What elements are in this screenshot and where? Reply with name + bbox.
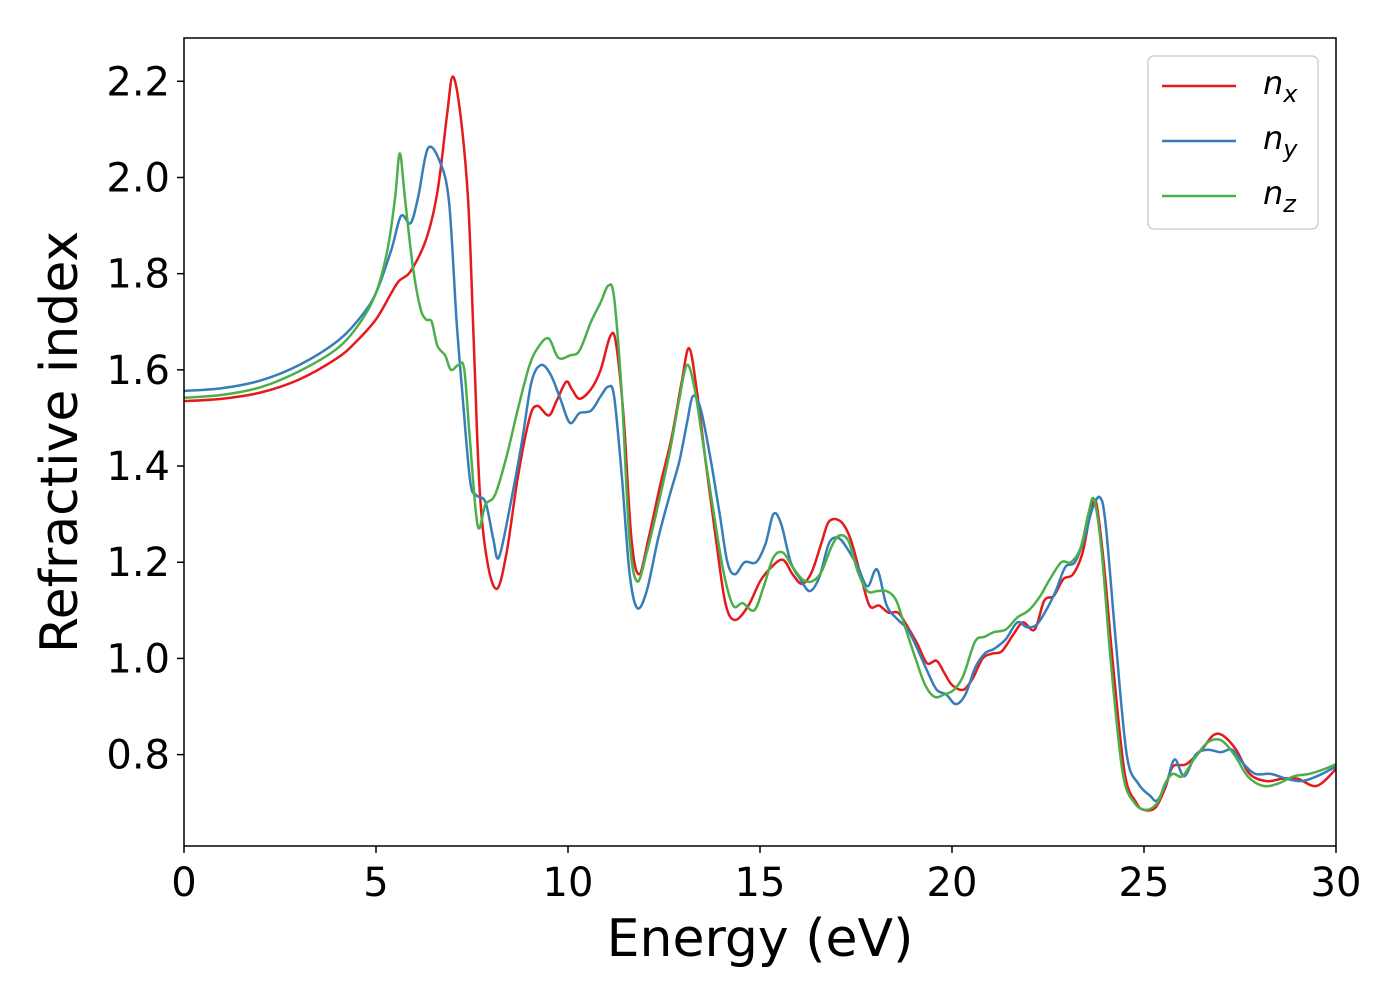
y-tick-label: 1.2 xyxy=(106,540,170,586)
series-line-ny xyxy=(183,145,1337,803)
x-axis-ticks: 0 5 10 15 20 25 30 xyxy=(171,846,1361,906)
series-line-nx xyxy=(183,75,1337,812)
x-axis-label: Energy (eV) xyxy=(607,909,914,969)
y-axis-label: Refractive index xyxy=(30,231,90,653)
x-tick-label: 15 xyxy=(735,860,786,906)
y-tick-label: 2.0 xyxy=(106,155,170,201)
y-tick-label: 1.4 xyxy=(106,444,170,490)
y-tick-label: 2.2 xyxy=(106,59,170,105)
plot-background xyxy=(184,38,1336,846)
legend-label-nz: nz xyxy=(1263,174,1297,218)
x-tick-label: 0 xyxy=(171,860,196,906)
x-tick-label: 20 xyxy=(927,860,978,906)
legend-label-nx: nx xyxy=(1263,64,1298,108)
legend-box xyxy=(1147,55,1319,230)
y-tick-label: 1.6 xyxy=(106,348,170,394)
legend-label-ny: ny xyxy=(1263,119,1298,163)
y-axis-ticks: 0.8 1.0 1.2 1.4 1.6 1.8 2.0 2.2 xyxy=(106,59,184,779)
y-tick-label: 0.8 xyxy=(106,733,170,779)
y-tick-label: 1.8 xyxy=(106,252,170,298)
x-tick-label: 5 xyxy=(363,860,388,906)
x-tick-label: 25 xyxy=(1119,860,1170,906)
series-line-nz xyxy=(183,152,1337,812)
series-lines xyxy=(183,75,1337,812)
x-tick-label: 10 xyxy=(543,860,594,906)
x-tick-label: 30 xyxy=(1311,860,1362,906)
y-tick-label: 1.0 xyxy=(106,636,170,682)
legend: nx ny nz xyxy=(1147,55,1319,230)
